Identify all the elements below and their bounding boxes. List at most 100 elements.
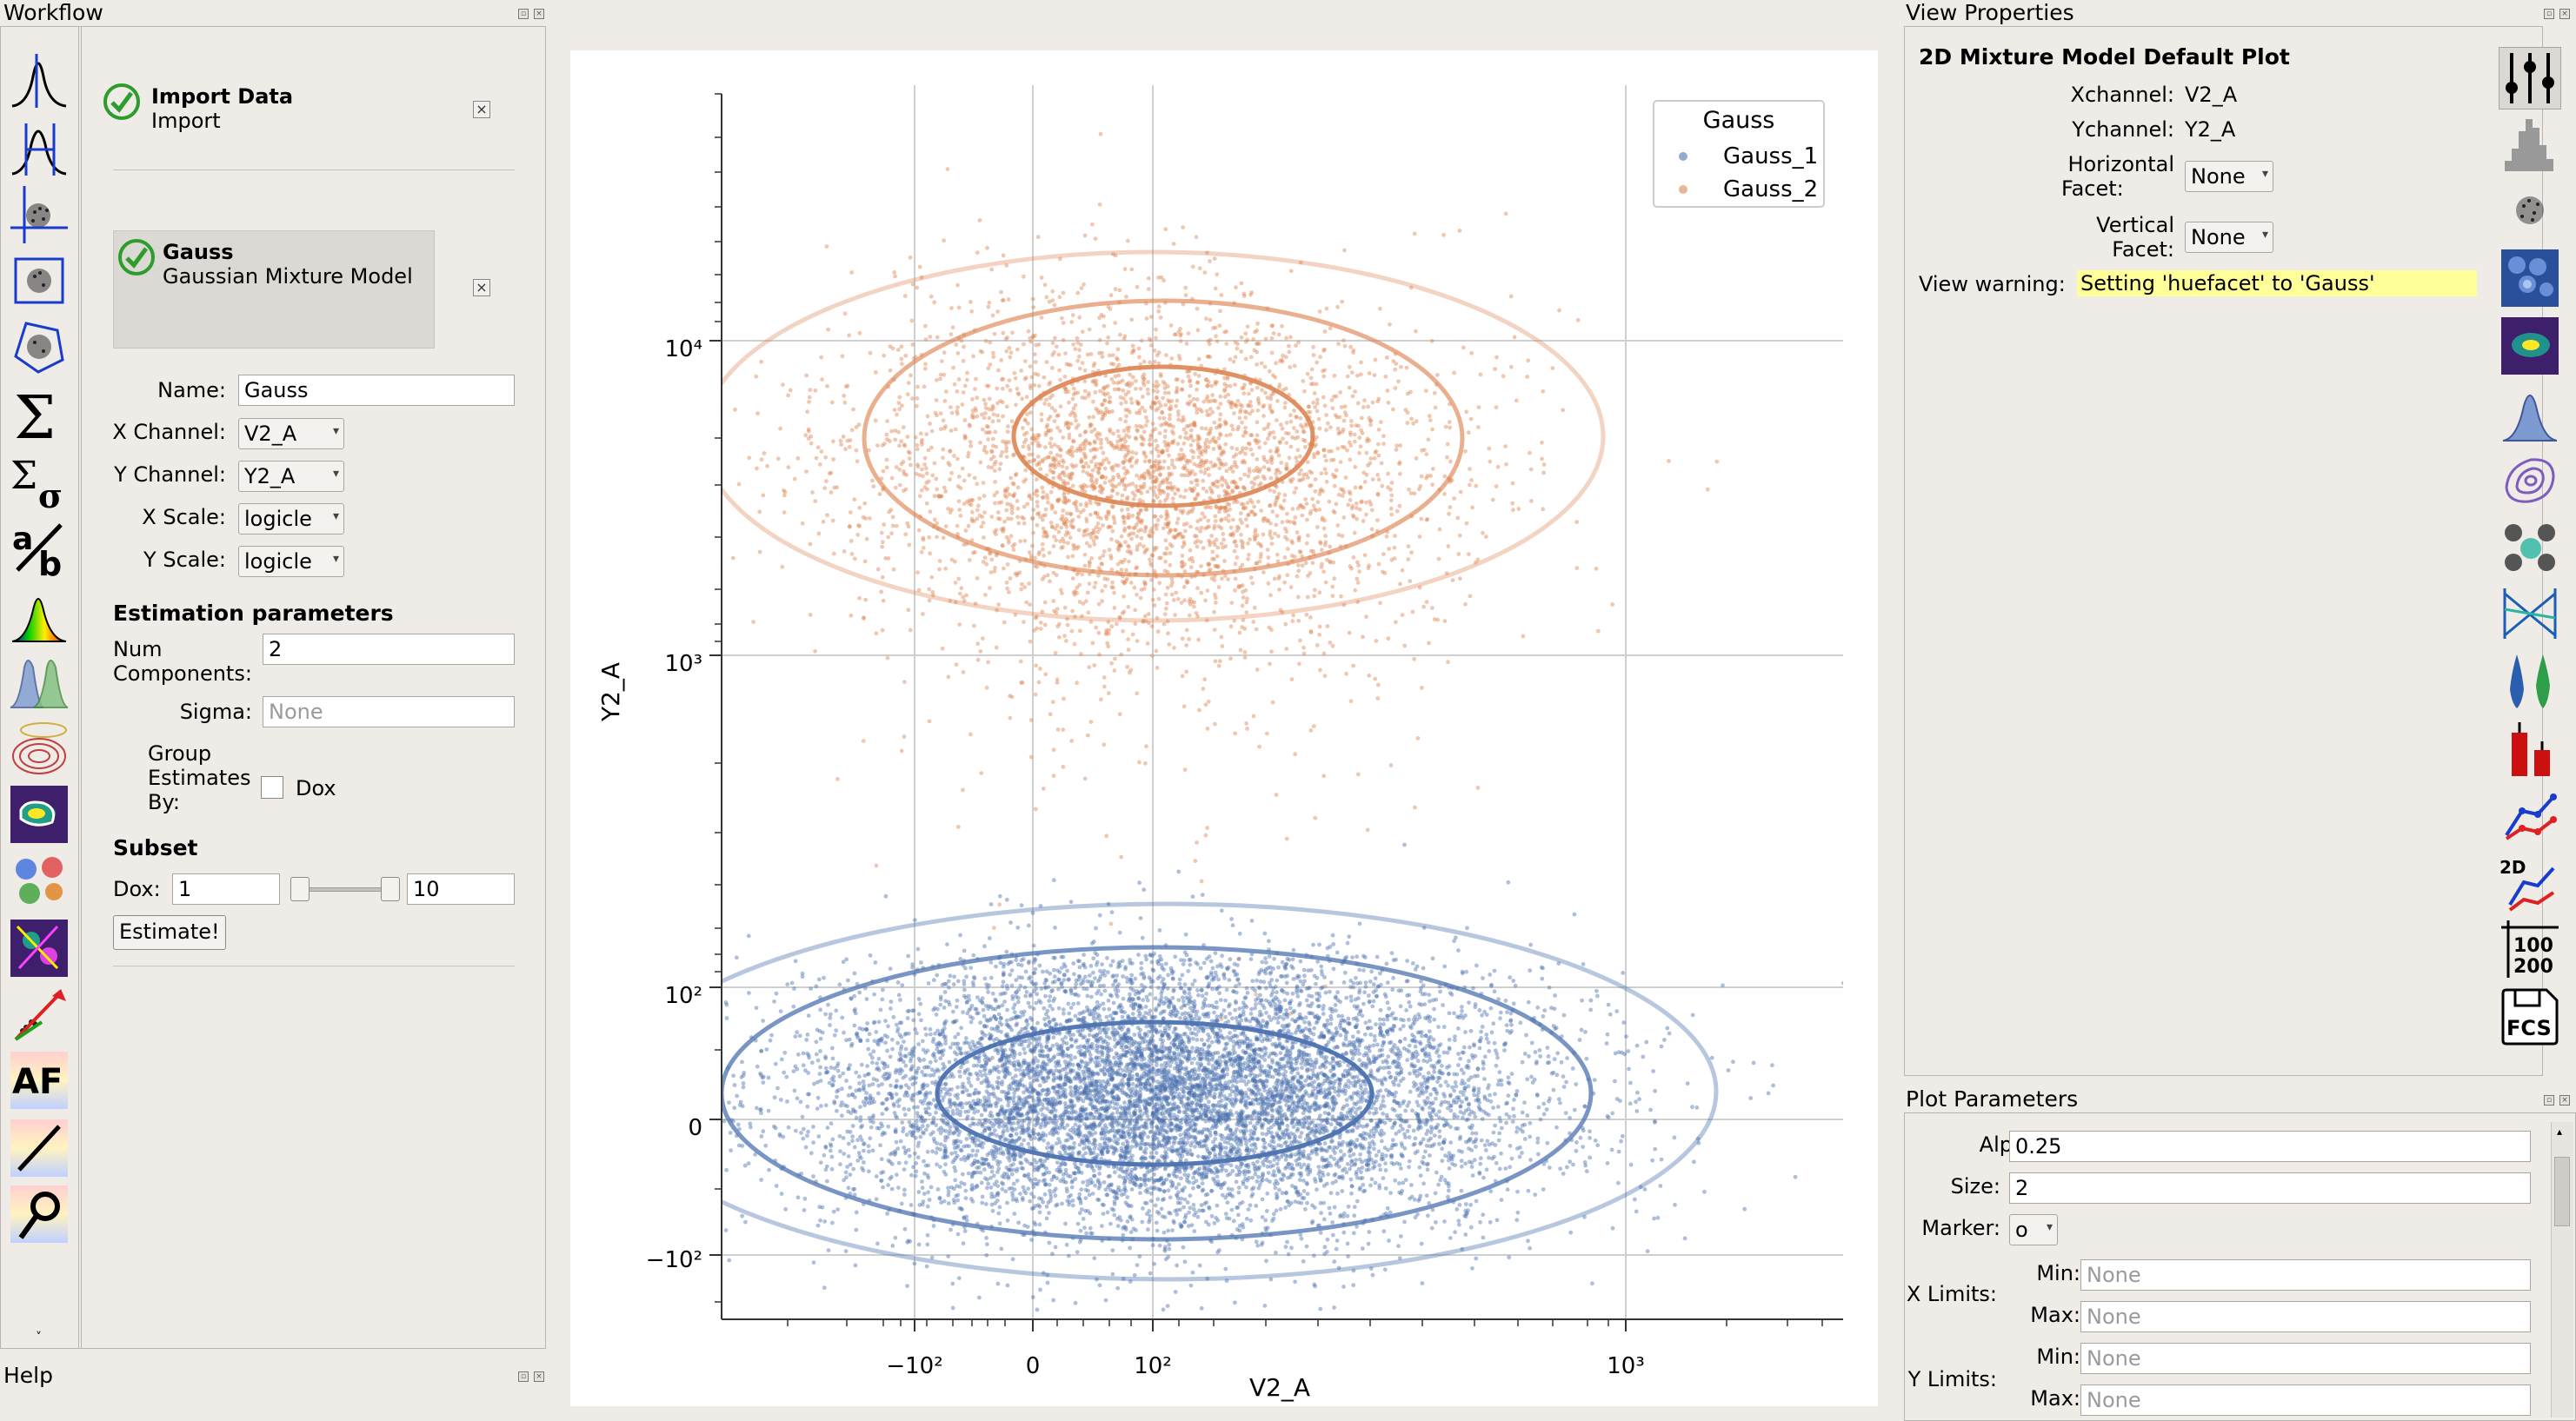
data-point-gauss-2 <box>1061 727 1066 732</box>
slider-high-handle[interactable] <box>381 877 400 901</box>
num-components-input[interactable]: 2 <box>263 634 515 665</box>
density-gate-icon[interactable] <box>8 783 70 846</box>
plot-canvas[interactable]: −10² 0 10² 10³ 10⁴ 10³ 10² 0 −10² V2_A Y… <box>570 50 1878 1406</box>
data-point-gauss-2 <box>1244 446 1248 451</box>
float-icon[interactable]: ▫ <box>518 9 529 19</box>
kmeans-icon[interactable] <box>8 849 70 912</box>
data-point-gauss-2 <box>1175 386 1180 390</box>
toolbox-scroll-indicator[interactable]: ˅ <box>36 1331 42 1345</box>
data-point-gauss-1 <box>1454 1207 1460 1212</box>
polygon-gate-icon[interactable] <box>8 315 70 378</box>
data-point-gauss-2 <box>1574 566 1580 570</box>
data-point-gauss-2 <box>1033 563 1038 568</box>
data-point-gauss-2 <box>1287 343 1291 349</box>
data-point-gauss-2 <box>1188 459 1193 464</box>
sum-statistic-icon[interactable]: Σ <box>8 383 70 446</box>
data-point-gauss-2 <box>1393 386 1398 390</box>
gaussian-2d-icon[interactable] <box>8 717 70 780</box>
data-point-gauss-2 <box>981 636 985 641</box>
data-point-gauss-2 <box>1214 601 1218 605</box>
data-point-gauss-2 <box>923 362 928 367</box>
data-point-gauss-2 <box>1361 405 1366 409</box>
slider-low-handle[interactable] <box>290 877 310 901</box>
data-point-gauss-2 <box>1208 460 1214 465</box>
color-translation-icon[interactable] <box>8 1183 70 1245</box>
data-point-gauss-2 <box>1316 416 1321 422</box>
threshold-gate-icon[interactable] <box>8 50 70 112</box>
data-point-gauss-2 <box>1121 515 1126 520</box>
gaussian-1d-icon[interactable] <box>8 649 70 712</box>
data-point-gauss-2 <box>1162 390 1168 395</box>
data-point-gauss-2 <box>1255 475 1261 480</box>
close-icon[interactable]: × <box>534 9 544 19</box>
data-point-gauss-2 <box>1002 620 1007 625</box>
bleedthrough-icon[interactable] <box>8 583 70 646</box>
data-point-gauss-2 <box>928 335 933 339</box>
data-point-gauss-2 <box>1022 440 1027 445</box>
dox-max-input[interactable]: 10 <box>407 873 515 905</box>
sigma-input[interactable]: None <box>263 696 515 727</box>
data-point-gauss-2 <box>761 493 766 498</box>
x-channel-select[interactable]: V2_A <box>238 418 344 449</box>
close-icon[interactable]: × <box>534 1371 544 1382</box>
name-input[interactable]: Gauss <box>238 375 515 406</box>
data-point-gauss-2 <box>849 552 855 556</box>
data-point-gauss-2 <box>1242 650 1248 654</box>
data-point-gauss-2 <box>1330 594 1335 599</box>
data-point-gauss-1 <box>742 1163 748 1168</box>
data-point-gauss-2 <box>1374 639 1379 643</box>
y-scale-select[interactable]: logicle <box>238 546 344 577</box>
data-point-gauss-2 <box>1078 502 1083 507</box>
quad-gate-icon[interactable] <box>8 183 70 246</box>
import-data-operation[interactable]: Import Data Import <box>103 76 435 152</box>
data-point-gauss-1 <box>1561 1074 1566 1079</box>
data-point-gauss-2 <box>1151 469 1156 475</box>
workflow-dock-buttons: ▫ × <box>518 9 544 19</box>
data-point-gauss-2 <box>1080 395 1085 400</box>
flowpeaks-icon[interactable] <box>8 917 70 979</box>
data-point-gauss-2 <box>1100 599 1104 604</box>
data-point-gauss-2 <box>1334 394 1339 399</box>
y-channel-select[interactable]: Y2_A <box>238 461 344 492</box>
data-point-gauss-2 <box>1128 670 1132 675</box>
data-point-gauss-2 <box>1111 515 1116 519</box>
data-point-gauss-2 <box>1077 600 1082 604</box>
data-point-gauss-2 <box>1359 415 1364 421</box>
range-gate-icon[interactable] <box>8 117 70 180</box>
data-point-gauss-2 <box>949 557 955 562</box>
data-point-gauss-2 <box>1201 546 1206 550</box>
data-point-gauss-2 <box>1406 544 1411 548</box>
data-point-gauss-2 <box>1141 442 1145 447</box>
autofluorescence-icon[interactable]: AF <box>8 1049 70 1112</box>
data-point-gauss-2 <box>1005 562 1010 567</box>
data-point-gauss-1 <box>1463 1030 1468 1034</box>
remove-operation-icon[interactable]: × <box>473 279 490 296</box>
data-point-gauss-1 <box>1249 1194 1255 1199</box>
data-point-gauss-2 <box>1027 550 1032 555</box>
data-point-gauss-2 <box>1082 429 1088 435</box>
bead-calibration-icon[interactable] <box>8 1117 70 1179</box>
range-2d-gate-icon[interactable] <box>8 249 70 312</box>
tasbe-icon[interactable] <box>8 983 70 1046</box>
data-point-gauss-2 <box>1342 343 1348 349</box>
dox-range-slider[interactable] <box>290 875 400 903</box>
dox-min-input[interactable]: 1 <box>172 873 280 905</box>
data-point-gauss-2 <box>1135 592 1139 597</box>
dox-checkbox[interactable] <box>261 776 283 799</box>
estimate-button[interactable]: Estimate! <box>113 915 226 950</box>
data-point-gauss-2 <box>1323 471 1328 475</box>
x-scale-select[interactable]: logicle <box>238 503 344 535</box>
data-point-gauss-2 <box>1121 460 1126 465</box>
data-point-gauss-2 <box>1311 724 1316 728</box>
data-point-gauss-2 <box>885 655 890 661</box>
data-point-gauss-2 <box>1188 486 1193 491</box>
data-point-gauss-2 <box>1130 375 1135 380</box>
data-point-gauss-2 <box>1111 475 1115 480</box>
float-icon[interactable]: ▫ <box>518 1371 529 1382</box>
remove-operation-icon[interactable]: × <box>473 101 490 118</box>
data-point-gauss-2 <box>831 551 836 556</box>
data-point-gauss-2 <box>1266 581 1271 586</box>
gauss-operation[interactable]: Gauss Gaussian Mixture Model <box>113 230 435 349</box>
